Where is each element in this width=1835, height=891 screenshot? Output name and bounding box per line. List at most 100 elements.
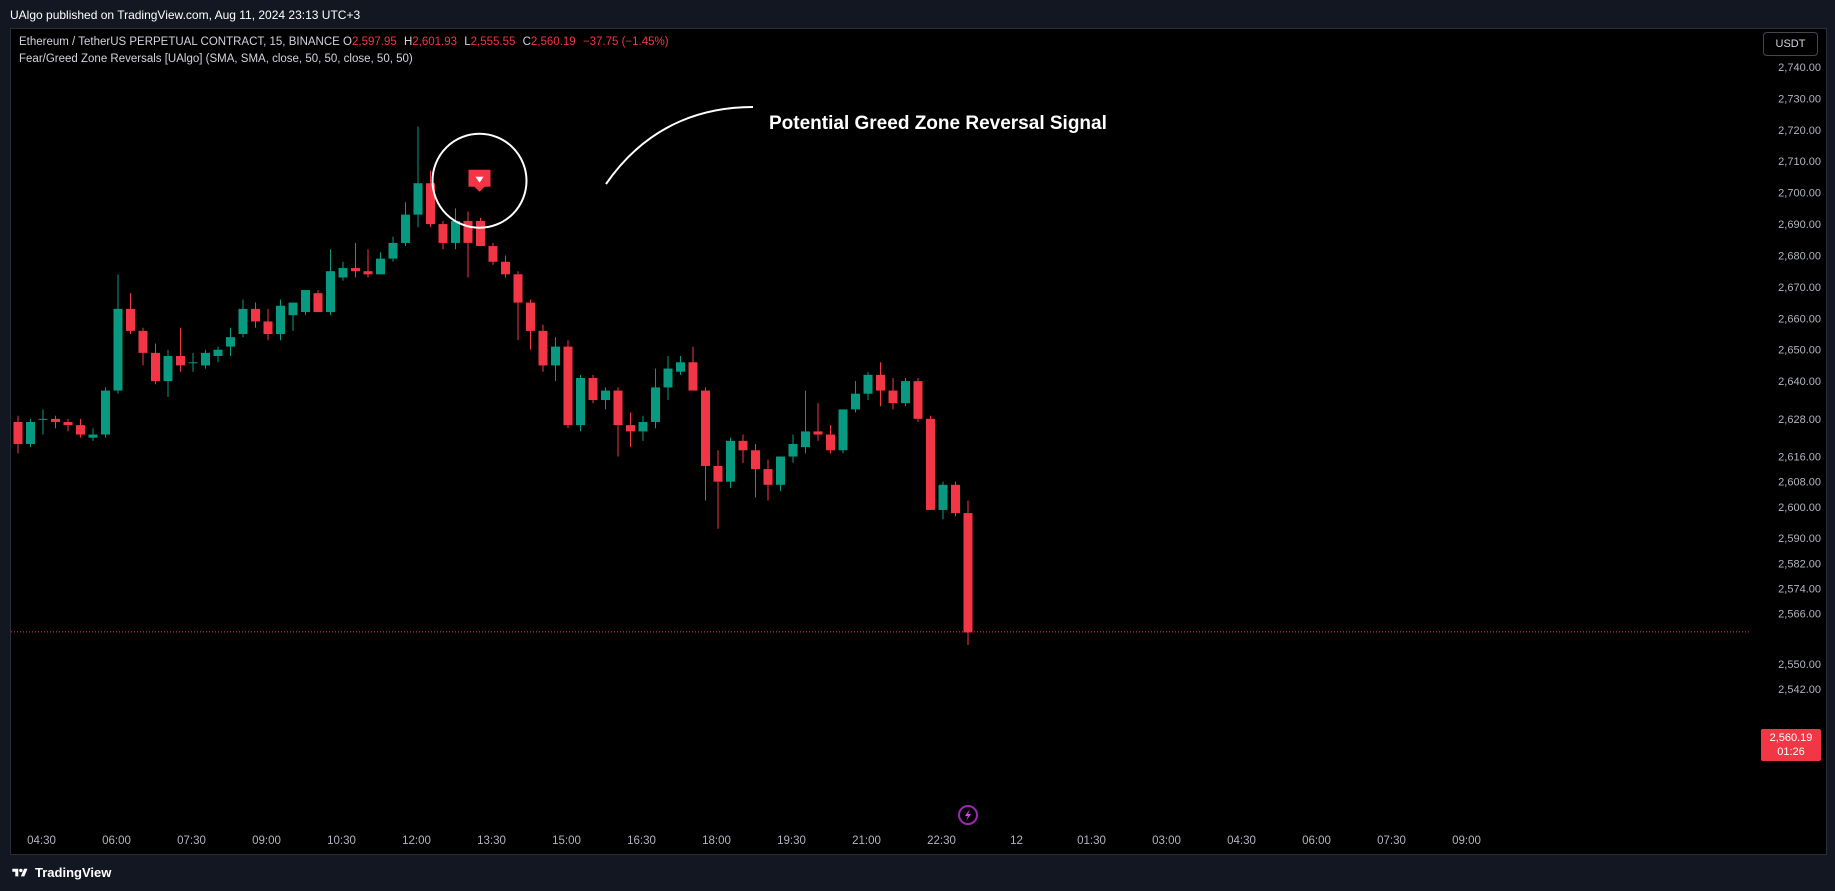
candle-body <box>226 337 235 347</box>
price-tick-label: 2,710.00 <box>1778 156 1821 168</box>
candle-body <box>263 321 273 335</box>
candle-body <box>476 220 485 247</box>
candle <box>538 324 548 372</box>
candle <box>488 242 498 265</box>
candle-body <box>901 381 910 404</box>
price-tick-label: 2,550.00 <box>1778 659 1821 671</box>
candle <box>401 202 410 247</box>
candle <box>151 343 160 385</box>
candle <box>601 387 610 410</box>
signal-arrow <box>475 176 484 183</box>
candle <box>126 293 135 335</box>
candle <box>526 299 535 350</box>
candle-body <box>363 271 373 275</box>
candle <box>726 437 735 488</box>
candle-body <box>676 362 685 372</box>
candle <box>626 412 635 448</box>
price-axis: 2,542.00 2,550.00 2,566.00 2,574.00 2,582.00… <box>1778 62 1821 696</box>
candle <box>751 443 760 498</box>
candle-body <box>913 381 923 419</box>
high-label: H <box>403 36 413 48</box>
tradingview-logo[interactable]: TradingView <box>10 865 111 880</box>
candle-body <box>313 293 323 313</box>
candle <box>663 356 673 400</box>
currency-button[interactable]: USDT <box>1763 32 1818 56</box>
candle-body <box>713 465 723 482</box>
candle <box>101 387 110 438</box>
price-tick-label: 2,616.00 <box>1778 452 1821 464</box>
candle <box>938 481 948 520</box>
price-tick-label: 2,740.00 <box>1778 62 1821 74</box>
open-label: O <box>343 36 352 48</box>
candlestick-chart[interactable]: 2,542.00 2,550.00 2,566.00 2,574.00 2,582.00… <box>11 29 1826 854</box>
footer: TradingView <box>0 855 1835 891</box>
last-price-value: 2,560.19 <box>1769 732 1813 744</box>
candle <box>576 374 585 432</box>
candle-body <box>788 443 798 457</box>
low-label: L <box>464 36 471 48</box>
candle <box>26 418 35 448</box>
candle <box>38 409 48 435</box>
candle <box>501 255 510 278</box>
candle-body <box>776 456 785 485</box>
annotation-connector <box>605 106 754 185</box>
time-tick-label: 18:00 <box>702 835 731 847</box>
candle <box>163 349 173 397</box>
candle <box>826 425 835 454</box>
candle <box>138 327 148 366</box>
time-tick-label: 07:30 <box>1377 835 1406 847</box>
candle <box>263 308 273 341</box>
down-triangle-icon <box>468 169 491 192</box>
candle-body <box>151 352 160 382</box>
candle-body <box>638 421 648 432</box>
candle-body <box>826 434 835 451</box>
candle-body <box>601 390 610 400</box>
candle <box>276 299 285 341</box>
candle <box>313 290 323 313</box>
candle-body <box>801 431 810 448</box>
indicator-legend[interactable]: Fear/Greed Zone Reversals [UAlgo] (SMA, … <box>19 53 413 65</box>
candle <box>863 371 873 400</box>
candle <box>551 337 560 382</box>
candle-body <box>851 393 860 410</box>
candle <box>188 352 198 372</box>
lightning-bolt <box>965 809 971 821</box>
price-tick-label: 2,720.00 <box>1778 125 1821 137</box>
candle <box>638 415 648 441</box>
candle-body <box>701 390 710 466</box>
chart-panel[interactable]: 2,542.00 2,550.00 2,566.00 2,574.00 2,582.00… <box>10 28 1827 855</box>
candle <box>951 481 960 517</box>
candle <box>763 459 773 501</box>
candle-body <box>238 308 248 335</box>
candle <box>201 349 210 369</box>
candle <box>376 252 385 275</box>
candle-body <box>938 484 948 510</box>
candle <box>688 346 698 391</box>
candle-body <box>376 258 385 275</box>
candle-body <box>813 431 823 435</box>
candle <box>901 378 910 407</box>
open-value: 2,597.95 <box>351 36 397 48</box>
candle <box>463 211 473 278</box>
candle-body <box>138 330 148 353</box>
tradingview-logo-icon <box>12 868 28 876</box>
lightning-icon <box>958 805 978 825</box>
candle-body <box>13 421 23 444</box>
candle <box>651 368 660 429</box>
candle <box>838 409 848 454</box>
annotation-text: Potential Greed Zone Reversal Signal <box>769 113 1107 134</box>
candle <box>776 456 785 492</box>
time-tick-label: 15:00 <box>552 835 581 847</box>
candle-body <box>213 349 223 357</box>
candle-body <box>613 390 623 426</box>
candle <box>476 217 485 247</box>
candle-body <box>838 409 848 451</box>
candle <box>426 170 435 228</box>
candle-body <box>326 271 335 313</box>
candle-body <box>413 183 423 215</box>
candle <box>513 271 523 341</box>
symbol-legend: Ethereum / TetherUS PERPETUAL CONTRACT, … <box>19 36 673 48</box>
candle-body <box>338 268 348 278</box>
candle-body <box>738 440 748 451</box>
candle-body <box>38 418 48 420</box>
